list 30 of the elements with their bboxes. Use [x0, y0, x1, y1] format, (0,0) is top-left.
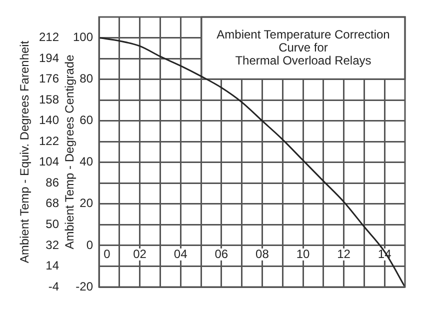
- y2-tick-label: 104: [38, 154, 60, 169]
- x-tick-label: 06: [214, 246, 228, 261]
- x-tick-label: 04: [174, 246, 188, 261]
- y2-tick-label: 68: [46, 196, 60, 210]
- x-tick-label: 0: [104, 246, 111, 261]
- x-tick-label: 12: [337, 246, 351, 261]
- y-tick-label: 60: [80, 113, 94, 128]
- x-tick-label: 02: [133, 246, 147, 261]
- y-tick-label: 20: [80, 196, 94, 210]
- y2-tick-label: 176: [38, 72, 60, 86]
- y-tick-label: 80: [80, 72, 94, 86]
- y-tick-label: 0: [86, 238, 94, 252]
- x-tick-label: 08: [256, 246, 270, 261]
- y2-tick-label: 212: [38, 30, 60, 44]
- y2-tick-label: 50: [46, 217, 60, 232]
- text: Ambient Temperature Correction Curve for Thermal Overload Relays: [216, 27, 390, 68]
- y2-tick-label: 122: [38, 134, 60, 148]
- y2-tick-label: -4: [48, 279, 60, 294]
- y2-tick-label: 194: [38, 50, 60, 65]
- y-axis-title: Ambient Temp - Degrees Centigrade: [62, 54, 77, 250]
- y2-tick-label: 140: [38, 113, 60, 128]
- y2-axis-title: Ambient Temp - Equiv. Degrees Farenheit: [18, 40, 32, 264]
- y-tick-label: 40: [80, 154, 94, 169]
- x-tick-label: 10: [296, 246, 310, 261]
- y2-tick-label: 14: [46, 258, 60, 273]
- y2-tick-label: 158: [38, 92, 60, 106]
- y-tick-label: 100: [72, 30, 94, 44]
- y2-tick-label: 86: [46, 175, 60, 190]
- y2-tick-label: 32: [46, 238, 60, 252]
- y-tick-label: -20: [76, 279, 94, 294]
